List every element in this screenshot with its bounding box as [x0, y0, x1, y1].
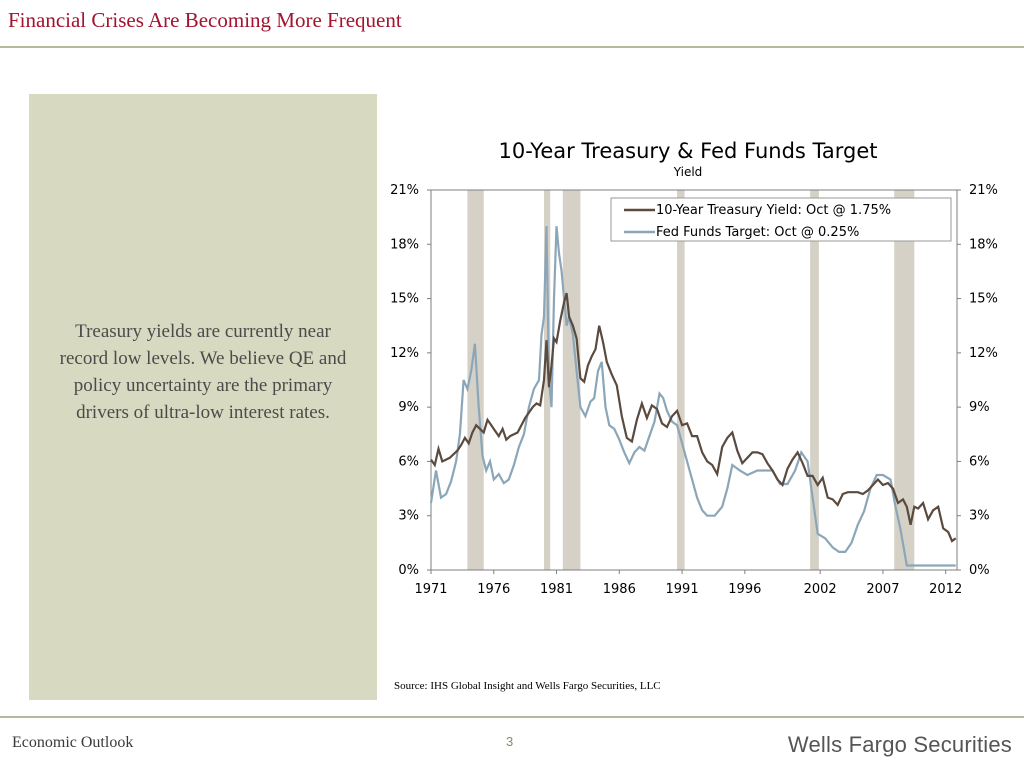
x-tick-label-4: 1991 — [666, 582, 699, 597]
legend: 10-Year Treasury Yield: Oct @ 1.75% Fed … — [610, 197, 952, 242]
legend-label-treasury: 10-Year Treasury Yield: Oct @ 1.75% — [656, 203, 891, 218]
recession-band-4 — [810, 190, 819, 570]
x-tick-label-6: 2002 — [804, 582, 837, 597]
wells-fargo-logo: Wells Fargo Securities — [787, 732, 1012, 757]
y-tick-label-left-3: 9% — [398, 400, 419, 415]
legend-box — [610, 197, 952, 242]
x-tick-label-8: 2012 — [929, 582, 962, 597]
x-tick-label-5: 1996 — [728, 582, 761, 597]
slide-title: Financial Crises Are Becoming More Frequ… — [8, 8, 402, 32]
x-tick-label-3: 1986 — [603, 582, 636, 597]
y-tick-label-left-7: 21% — [390, 183, 419, 198]
recession-bands — [467, 190, 915, 570]
recession-band-3 — [677, 190, 685, 570]
y-tick-label-left-0: 0% — [398, 563, 419, 578]
plot-area-frame — [430, 189, 958, 571]
chart: 10-Year Treasury & Fed Funds Target Yiel… — [390, 139, 998, 597]
recession-band-1 — [543, 190, 551, 570]
chart-subtitle: Yield — [673, 165, 703, 179]
x-tick-label-7: 2007 — [866, 582, 899, 597]
y-tick-label-left-6: 18% — [390, 237, 419, 252]
y-tick-label-left-5: 15% — [390, 292, 419, 307]
y-tick-label-right-0: 0% — [969, 563, 990, 578]
legend-label-fedfunds: Fed Funds Target: Oct @ 0.25% — [656, 225, 859, 240]
chart-title: 10-Year Treasury & Fed Funds Target — [498, 139, 877, 163]
axis-ticks: 0% 0% 3% 3% 6% 6% 9% 9% 12% 12% 15% 15% 18% 18% 21% 21%… — [390, 183, 998, 597]
series-line-fedfunds — [429, 226, 956, 567]
source-note: Source: IHS Global Insight and Wells Far… — [394, 680, 661, 692]
series-line-treasury — [430, 292, 957, 543]
y-tick-label-right-5: 15% — [969, 292, 998, 307]
footer-divider — [0, 716, 1024, 718]
y-tick-label-left-4: 12% — [390, 346, 419, 361]
recession-band-2 — [562, 190, 581, 570]
side-panel — [29, 94, 377, 700]
header-divider — [0, 46, 1024, 48]
y-tick-label-left-2: 6% — [398, 454, 419, 469]
side-panel-text: Treasury yields are currently near recor… — [59, 321, 347, 423]
y-tick-label-right-6: 18% — [969, 237, 998, 252]
y-tick-label-right-1: 3% — [969, 509, 990, 524]
y-tick-label-right-3: 9% — [969, 400, 990, 415]
x-tick-label-2: 1981 — [540, 582, 573, 597]
x-tick-label-1: 1976 — [477, 582, 510, 597]
recession-band-0 — [467, 190, 484, 570]
y-tick-label-right-4: 12% — [969, 346, 998, 361]
y-tick-label-right-7: 21% — [969, 183, 998, 198]
x-tick-label-0: 1971 — [414, 582, 447, 597]
recession-band-5 — [894, 190, 915, 570]
y-tick-label-left-1: 3% — [398, 509, 419, 524]
page-number: 3 — [506, 734, 514, 749]
y-tick-label-right-2: 6% — [969, 454, 990, 469]
footer-title: Economic Outlook — [12, 734, 134, 751]
